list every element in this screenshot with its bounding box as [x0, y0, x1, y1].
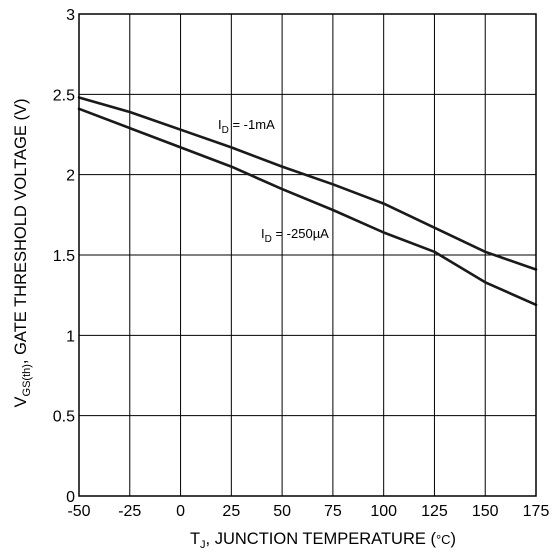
y-axis-title-prefix: V — [12, 396, 30, 407]
series-line-1ma — [77, 96, 538, 271]
plot-frame — [78, 13, 537, 497]
y-axis-title-rest: , GATE THRESHOLD VOLTAGE (V) — [12, 99, 30, 365]
x-axis-title-unit: °C — [436, 532, 451, 547]
x-tick-label: 75 — [324, 503, 342, 520]
y-tick-label: 0 — [66, 489, 75, 506]
x-tick-label: 125 — [421, 503, 448, 520]
y-tick-label: 0.5 — [53, 409, 75, 426]
x-tick-label: 50 — [273, 503, 291, 520]
series-line-250ua — [77, 107, 538, 307]
x-tick-labels: -50 -25 0 25 50 75 100 125 150 175 — [67, 503, 549, 520]
series-label-250ua-sub: D — [265, 234, 272, 245]
series-layer — [77, 96, 538, 307]
series-label-250ua: ID = -250µA — [261, 226, 329, 245]
x-tick-label: 100 — [370, 503, 397, 520]
x-tick-label: -25 — [118, 503, 141, 520]
y-tick-label: 2 — [66, 168, 75, 185]
series-label-250ua-prefix: I — [261, 226, 265, 241]
series-label-250ua-rest: = -250µA — [272, 226, 329, 241]
y-tick-label: 1 — [66, 328, 75, 345]
y-axis-title: VGS(th), GATE THRESHOLD VOLTAGE (V) — [12, 99, 33, 408]
series-label-1ma: ID = -1mA — [218, 117, 275, 136]
series-label-1ma-sub: D — [222, 125, 229, 136]
x-tick-label: 0 — [176, 503, 185, 520]
y-tick-label: 3 — [66, 7, 75, 24]
series-label-1ma-rest: = -1mA — [229, 117, 275, 132]
grid-lines — [78, 13, 537, 497]
y-tick-labels: 0 0.5 1 1.5 2 2.5 3 — [53, 7, 75, 506]
x-axis-title-rest: , JUNCTION TEMPERATURE ( — [206, 530, 437, 548]
y-axis-title-sub: GS(th) — [21, 364, 33, 396]
x-tick-label: 175 — [523, 503, 550, 520]
x-tick-label: -50 — [67, 503, 90, 520]
x-axis-title-prefix: T — [190, 530, 200, 548]
series-label-1ma-prefix: I — [218, 117, 222, 132]
y-tick-label: 1.5 — [53, 248, 75, 265]
x-tick-label: 25 — [222, 503, 240, 520]
x-axis-title-sub: J — [200, 539, 206, 551]
x-axis-title: TJ, JUNCTION TEMPERATURE (°C) — [190, 530, 456, 551]
y-tick-label: 2.5 — [53, 87, 75, 104]
x-tick-label: 150 — [472, 503, 499, 520]
x-axis-title-end: ) — [451, 530, 457, 548]
